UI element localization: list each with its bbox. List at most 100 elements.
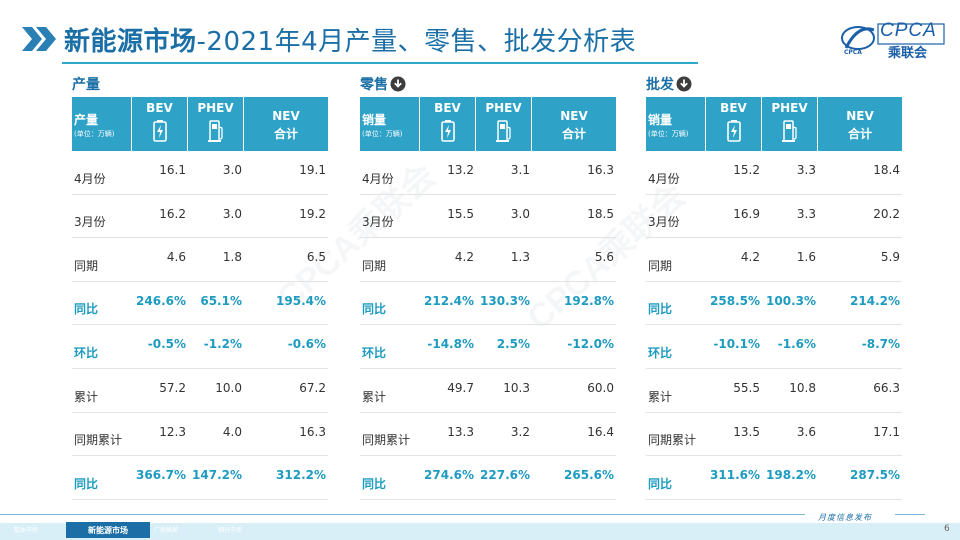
download-circle-icon: [676, 76, 692, 92]
header-bev: BEV: [706, 97, 762, 151]
row-label: 4月份: [362, 171, 394, 186]
header-nev: NEV 合计: [244, 97, 328, 151]
cell-phev: 10.3: [503, 380, 530, 395]
cell-nev: 16.4: [587, 424, 614, 439]
table-row: 环比 -14.8% 2.5% -12.0%: [360, 325, 616, 369]
header-nev-label: NEV: [846, 109, 874, 123]
table-header: 销量 (单位：万辆) BEV PHEV NEV 合计: [646, 97, 902, 151]
cell-bev: 13.3: [447, 424, 474, 439]
table-header: 产量 (单位：万辆) BEV PHEV NEV 合计: [72, 97, 328, 151]
battery-icon: [152, 120, 167, 142]
header-phev-label: PHEV: [485, 101, 522, 115]
cell-nev: 312.2%: [276, 468, 326, 483]
cell-nev: 20.2: [873, 206, 900, 221]
cell-nev: 60.0: [587, 380, 614, 395]
cell-phev: 147.2%: [192, 468, 242, 483]
cell-nev: -12.0%: [567, 337, 614, 352]
charging-pump-icon: [495, 120, 511, 142]
table-row: 3月份 15.5 3.0 18.5: [360, 195, 616, 239]
table-row: 环比 -0.5% -1.2% -0.6%: [72, 325, 328, 369]
cell-nev: 19.2: [299, 206, 326, 221]
header-bev: BEV: [420, 97, 476, 151]
header-phev: PHEV: [476, 97, 532, 151]
table-row: 同期 4.2 1.6 5.9: [646, 238, 902, 282]
cell-nev: 5.6: [594, 250, 614, 265]
table-row: 3月份 16.2 3.0 19.2: [72, 195, 328, 239]
cell-bev: 4.2: [454, 250, 474, 265]
header-unit: (单位：万辆): [648, 130, 689, 138]
row-label: 同期: [74, 258, 99, 273]
table-row: 3月份 16.9 3.3 20.2: [646, 195, 902, 239]
cell-nev: 18.5: [587, 206, 614, 221]
cpca-logo-icon: [841, 23, 945, 50]
monthly-release-label: 月度信息发布: [818, 513, 872, 522]
table-header: 销量 (单位：万辆) BEV PHEV NEV 合计: [360, 97, 616, 151]
cell-nev: 16.3: [587, 163, 614, 177]
cell-bev: 16.1: [159, 163, 186, 177]
header-nev-sub: 合计: [561, 127, 586, 141]
download-circle-icon: [390, 76, 406, 92]
cell-bev: -14.8%: [427, 337, 474, 352]
footer-nav: 整体市场 新能源市场 厂商格局 细分市场: [0, 518, 960, 540]
title-bar: 新能源市场-2021年4月产量、零售、批发分析表: [20, 18, 636, 60]
row-label: 同期: [362, 258, 387, 273]
table-row: 同比 274.6% 227.6% 265.6%: [360, 456, 616, 500]
cell-bev: 4.2: [740, 250, 760, 265]
cell-bev: 13.5: [733, 424, 760, 439]
cell-bev: 55.5: [733, 380, 760, 395]
table-row: 累计 49.7 10.3 60.0: [360, 369, 616, 413]
cell-bev: 366.7%: [136, 468, 186, 483]
cell-nev: 67.2: [299, 380, 326, 395]
tab-manufacturer[interactable]: 厂商格局: [154, 527, 179, 534]
panel-title: 零售: [360, 74, 616, 94]
footer-line: [895, 514, 925, 515]
cell-phev: 10.0: [215, 380, 242, 395]
table-row: 同期 4.2 1.3 5.6: [360, 238, 616, 282]
header-bev-label: BEV: [720, 101, 747, 115]
panel-title: 产量: [72, 74, 328, 94]
cell-phev: 3.0: [222, 163, 242, 177]
table-row: 4月份 16.1 3.0 19.1: [72, 151, 328, 195]
row-label: 4月份: [648, 171, 680, 186]
row-label: 同比: [362, 476, 387, 491]
cell-phev: 3.1: [510, 163, 530, 177]
cell-bev: 16.9: [733, 206, 760, 221]
header-phev-label: PHEV: [197, 101, 234, 115]
tab-overall-market[interactable]: 整体市场: [14, 527, 39, 534]
tab-segment[interactable]: 细分市场: [218, 527, 243, 534]
row-label: 同比: [362, 302, 387, 317]
row-label: 3月份: [648, 215, 680, 230]
header-metric: 销量 (单位：万辆): [646, 97, 706, 151]
cell-phev: 65.1%: [200, 293, 242, 308]
cell-phev: 1.8: [222, 250, 242, 265]
header-nev: NEV 合计: [532, 97, 616, 151]
table-row: 同比 366.7% 147.2% 312.2%: [72, 456, 328, 500]
cell-nev: -0.6%: [287, 337, 326, 352]
cell-phev: -1.2%: [203, 337, 242, 352]
cell-phev: 2.5%: [496, 337, 530, 352]
table-row: 同比 311.6% 198.2% 287.5%: [646, 456, 902, 500]
cell-nev: 287.5%: [850, 468, 900, 483]
tab-nev-market[interactable]: 新能源市场: [66, 522, 150, 538]
header-nev: NEV 合计: [818, 97, 902, 151]
cell-nev: 66.3: [873, 380, 900, 395]
header-nev-label: NEV: [272, 109, 300, 123]
row-label: 同比: [648, 476, 673, 491]
header-metric: 销量 (单位：万辆): [360, 97, 420, 151]
cell-nev: 6.5: [306, 250, 326, 265]
row-label: 环比: [648, 345, 673, 360]
header-metric-label: 产量: [74, 113, 99, 127]
cell-nev: 195.4%: [276, 293, 326, 308]
cell-bev: 212.4%: [424, 293, 474, 308]
header-bev-label: BEV: [146, 101, 173, 115]
cell-nev: 17.1: [873, 424, 900, 439]
table-row: 同期累计 13.5 3.6 17.1: [646, 413, 902, 457]
cell-bev: 13.2: [447, 163, 474, 177]
table-row: 4月份 13.2 3.1 16.3: [360, 151, 616, 195]
cell-bev: 4.6: [166, 250, 186, 265]
header-nev-label: NEV: [560, 109, 588, 123]
table-row: 同比 212.4% 130.3% 192.8%: [360, 282, 616, 326]
row-label: 累计: [74, 389, 99, 404]
header-unit: (单位：万辆): [74, 130, 115, 138]
header-unit: (单位：万辆): [362, 130, 403, 138]
